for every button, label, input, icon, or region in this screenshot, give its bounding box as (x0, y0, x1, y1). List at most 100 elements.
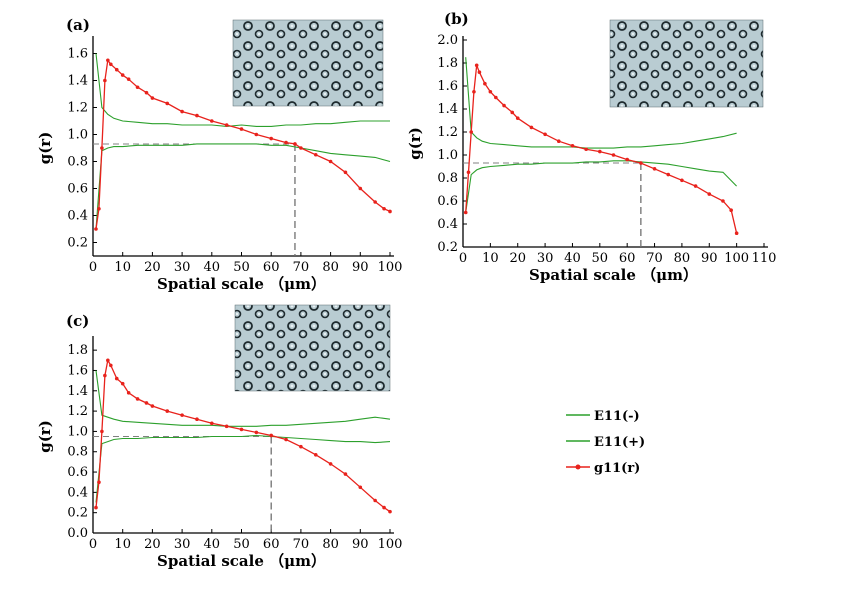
micrograph-inset (232, 19, 384, 107)
x-tick-label: 40 (204, 260, 221, 275)
y-tick-label: 1.6 (67, 363, 88, 378)
data-point (224, 424, 229, 429)
data-point (488, 89, 493, 94)
data-point (707, 192, 712, 196)
x-axis-label: Spatial scale （μm） (157, 552, 326, 570)
y-tick-label: 0.8 (437, 171, 458, 186)
data-point (180, 413, 184, 417)
data-point (494, 95, 498, 100)
data-point (529, 125, 534, 130)
y-tick-label: 1.8 (437, 56, 458, 71)
data-point (103, 373, 107, 378)
y-tick-label: 0.2 (437, 240, 458, 255)
data-point (299, 146, 303, 150)
data-point (721, 199, 725, 203)
y-tick-label: 1.6 (67, 47, 88, 62)
x-tick-label: 110 (752, 251, 777, 266)
y-tick-label: 0.4 (437, 217, 458, 232)
data-point (502, 103, 506, 108)
y-tick-label: 0.0 (67, 526, 88, 541)
data-point (114, 376, 119, 381)
data-point (135, 85, 140, 90)
data-point (165, 409, 170, 413)
data-point (328, 462, 333, 466)
data-point (313, 152, 318, 157)
y-tick-label: 0.8 (67, 155, 88, 170)
data-point (150, 404, 155, 408)
data-point (388, 509, 392, 514)
data-point (510, 110, 515, 115)
data-point (239, 427, 244, 432)
data-point (382, 206, 386, 211)
data-point (570, 144, 575, 148)
x-tick-label: 100 (378, 537, 403, 552)
data-point (474, 63, 479, 68)
data-point (94, 227, 98, 231)
data-point (680, 178, 684, 183)
x-tick-label: 60 (263, 260, 280, 275)
data-point (472, 89, 476, 94)
x-tick-label: 90 (352, 260, 369, 275)
y-tick-label: 1.2 (67, 404, 88, 419)
data-point (109, 363, 113, 368)
data-point (195, 113, 199, 118)
y-tick-label: 1.4 (437, 102, 458, 117)
y-tick-label: 0.4 (67, 209, 88, 224)
data-point (120, 73, 125, 77)
legend: E11(-) E11(+) g11(r) (566, 409, 645, 476)
x-tick-label: 80 (322, 260, 339, 275)
y-axis-label: g(r) (406, 127, 424, 160)
data-point (106, 358, 110, 363)
data-point (293, 142, 297, 146)
y-tick-label: 1.6 (437, 79, 458, 94)
x-tick-label: 0 (459, 251, 467, 266)
series-line-e11 (95, 143, 391, 230)
data-point (100, 429, 104, 434)
data-point (584, 147, 588, 152)
y-tick-label: 1.8 (67, 343, 88, 358)
data-point (97, 480, 101, 485)
data-point (652, 167, 657, 171)
data-point (150, 96, 155, 100)
y-tick-label: 1.2 (67, 101, 88, 116)
x-tick-label: 90 (701, 251, 718, 266)
data-point (135, 397, 140, 401)
data-point (254, 132, 259, 137)
y-axis-label: g(r) (36, 420, 54, 453)
x-tick-label: 70 (293, 260, 310, 275)
y-tick-label: 1.4 (67, 384, 88, 399)
data-point (358, 186, 363, 191)
y-tick-label: 1.0 (67, 424, 88, 439)
chart-panel: 0 10 20 30 40 50 60 70 80 90 100 0.2 0.4 0.6 0.8 1.0 1.2… (36, 16, 402, 293)
data-point (109, 62, 113, 67)
data-point (666, 172, 671, 177)
x-tick-label: 20 (509, 251, 526, 266)
data-point (94, 505, 98, 510)
x-tick-label: 50 (592, 251, 609, 266)
data-point (373, 498, 377, 503)
panel-label: (a) (66, 16, 90, 34)
x-tick-label: 60 (619, 251, 636, 266)
data-point (284, 437, 288, 442)
data-point (210, 119, 214, 123)
y-tick-label: 1.0 (437, 148, 458, 163)
data-point (114, 67, 119, 72)
micrograph-inset (234, 304, 391, 392)
data-point (144, 90, 149, 95)
x-tick-label: 0 (89, 260, 97, 275)
legend-marker (575, 464, 581, 470)
panel-label: (c) (66, 312, 89, 330)
data-point (180, 109, 184, 114)
chart-panel: 0 10 20 30 40 50 60 70 80 90 100 110 0.2 0.4 0.6 0.8 1.0… (406, 10, 776, 284)
x-tick-label: 60 (263, 537, 280, 552)
x-tick-label: 70 (293, 537, 310, 552)
y-tick-label: 1.2 (437, 125, 458, 140)
x-tick-label: 100 (724, 251, 749, 266)
x-tick-label: 30 (537, 251, 554, 266)
data-point (483, 81, 487, 86)
data-point (269, 136, 274, 141)
y-tick-label: 1.4 (67, 74, 88, 89)
data-point (103, 78, 107, 83)
y-tick-label: 0.6 (67, 465, 88, 480)
